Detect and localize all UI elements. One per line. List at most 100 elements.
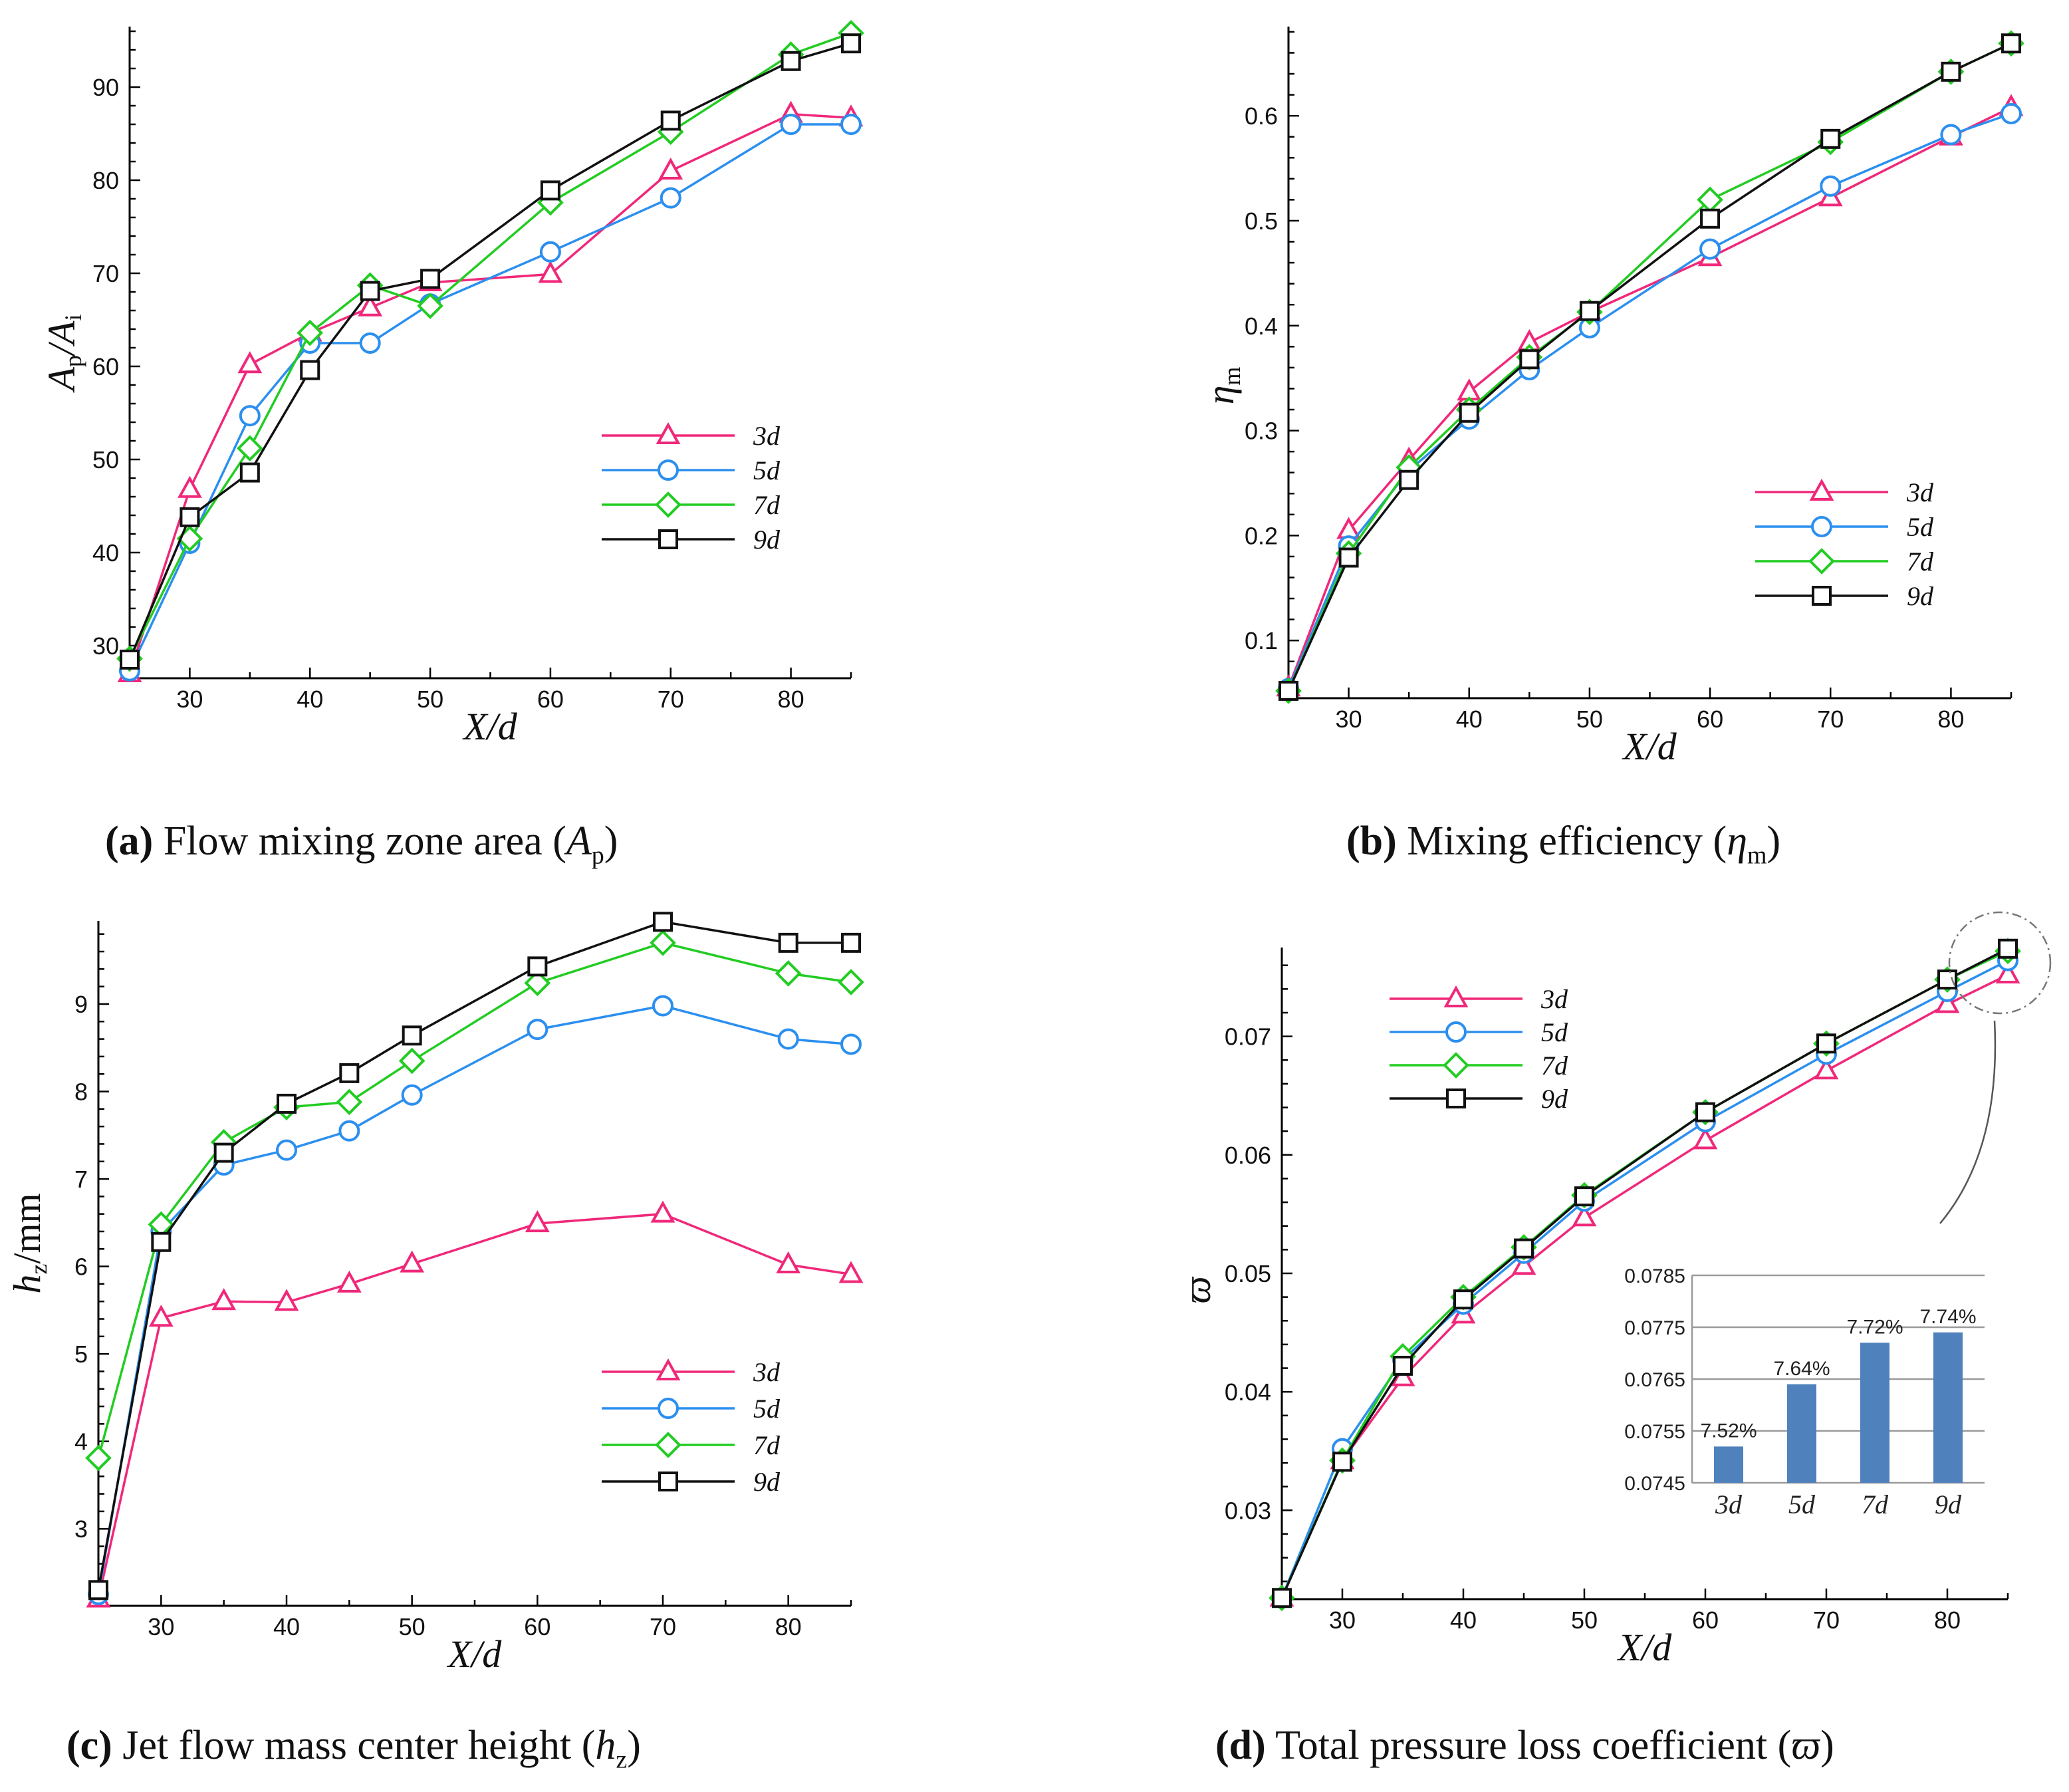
point-7d: [336, 1088, 363, 1116]
caption-a: (a) Flow mixing zone area (Ap): [105, 819, 618, 870]
point-3d: [1693, 1127, 1718, 1150]
y-tick-label: 0.1: [1245, 627, 1278, 654]
series-line-9d: [1280, 948, 2008, 1599]
point-3d: [336, 1270, 362, 1293]
point-9d: [1700, 208, 1721, 229]
point-5d: [1940, 124, 1962, 146]
point-3d: [237, 351, 263, 374]
series-line-3d: [97, 1212, 852, 1599]
point-9d: [1272, 1588, 1292, 1608]
x-tick-label: 60: [1692, 1606, 1719, 1634]
inset-y-tick-label: 0.0765: [1624, 1369, 1685, 1391]
point-9d: [1579, 301, 1600, 321]
point-3d: [1457, 378, 1482, 401]
y-tick-label: 0.4: [1245, 313, 1278, 340]
point-3d: [274, 1289, 299, 1311]
x-tick-label: 70: [650, 1613, 676, 1640]
point-9d: [1998, 938, 2018, 959]
series-line-3d: [128, 112, 852, 674]
point-5d: [777, 1028, 799, 1050]
legend-marker-3d: [1809, 478, 1834, 501]
legend-label-9d: 9d: [753, 1467, 781, 1497]
y-tick-label: 90: [92, 74, 119, 101]
point-9d: [300, 360, 320, 380]
inset-bar-label: 7.72%: [1846, 1316, 1903, 1338]
caption-b: (b) Mixing efficiency (ηm): [1346, 819, 1781, 870]
x-tick-label: 50: [1576, 705, 1603, 733]
point-3d: [178, 475, 202, 498]
x-tick-label: 80: [1937, 705, 1964, 733]
inset-bar-label: 7.64%: [1773, 1358, 1830, 1380]
series-line-5d: [128, 123, 851, 672]
point-5d: [1699, 238, 1721, 260]
y-tick-label: 0.07: [1225, 1023, 1271, 1051]
chart-d: 30 40 50 60 70 800.030.040.050.060.07X/dϖ3d5d…: [1175, 911, 2052, 1669]
legend-marker-7d: [655, 1432, 681, 1458]
point-9d: [2001, 33, 2021, 54]
point-5d: [359, 332, 381, 354]
legend-label-7d: 7d: [753, 1430, 781, 1460]
point-9d: [1816, 1033, 1836, 1054]
y-tick-label: 30: [92, 632, 119, 660]
legend-marker-3d: [656, 1358, 681, 1380]
point-5d: [840, 114, 862, 135]
caption-d: (d) Total pressure loss coefficient (ϖ): [1215, 1723, 1834, 1768]
point-3d: [658, 157, 683, 180]
point-9d: [1514, 1238, 1534, 1259]
point-5d: [652, 995, 673, 1017]
x-tick-label: 60: [537, 686, 564, 713]
y-tick-label: 50: [92, 446, 119, 473]
legend-marker-3d: [656, 422, 681, 444]
point-9d: [120, 650, 140, 670]
y-tick-label: 4: [74, 1428, 88, 1456]
point-5d: [780, 114, 802, 135]
inset-y-tick-label: 0.0785: [1624, 1265, 1685, 1287]
point-3d: [776, 1251, 801, 1273]
x-tick-label: 60: [524, 1613, 550, 1640]
point-9d: [88, 1580, 108, 1600]
legend-marker-7d: [1443, 1052, 1469, 1079]
point-3d: [358, 294, 383, 317]
point-3d: [838, 1261, 864, 1283]
chart-b: 30 40 50 60 70 80 0.1 0.2 0.3 0.4 0.5 0.6 X/d ηm 3d 5d 7…: [1199, 27, 2024, 768]
point-3d: [211, 1288, 237, 1311]
x-tick-label: 70: [1817, 705, 1844, 733]
legend-marker-3d: [1443, 985, 1469, 1007]
point-5d: [527, 1019, 548, 1041]
legend-marker-7d: [1808, 548, 1835, 575]
point-9d: [841, 932, 861, 953]
inset-bar-5d: [1787, 1384, 1816, 1483]
point-9d: [778, 932, 798, 953]
point-9d: [239, 462, 260, 483]
legend-marker-9d: [1446, 1088, 1466, 1108]
series-line-5d: [1287, 112, 2012, 690]
x-tick-label: 50: [399, 1613, 426, 1640]
y-tick-label: 70: [92, 260, 119, 287]
legend-label-5d: 5d: [753, 455, 781, 485]
legend-label-9d: 9d: [1907, 581, 1934, 611]
point-3d: [538, 261, 563, 283]
inset-y-tick-label: 0.0755: [1624, 1421, 1685, 1443]
y-tick-label: 0.6: [1245, 102, 1278, 130]
point-9d: [1338, 547, 1359, 568]
point-3d: [650, 1200, 675, 1223]
x-tick-label: 40: [297, 686, 323, 713]
point-9d: [180, 507, 200, 527]
point-3d: [400, 1250, 425, 1273]
y-tick-label: 8: [74, 1079, 88, 1106]
legend-marker-9d: [1812, 586, 1832, 606]
point-9d: [1393, 1355, 1413, 1376]
x-tick-label: 40: [273, 1613, 300, 1640]
x-axis-label: X/d: [1617, 1626, 1673, 1669]
point-5d: [1820, 175, 1842, 197]
legend-label-3d: 3d: [1540, 984, 1568, 1014]
x-axis-label: X/d: [447, 1632, 503, 1676]
point-3d: [525, 1210, 550, 1233]
series-line-9d: [1287, 42, 2012, 692]
series-line-7d: [97, 942, 852, 1459]
point-7d: [417, 293, 443, 319]
legend-label-7d: 7d: [753, 490, 781, 520]
x-tick-label: 70: [658, 686, 684, 713]
legend-label-5d: 5d: [1541, 1017, 1568, 1047]
inset-category-label: 9d: [1935, 1489, 1962, 1519]
